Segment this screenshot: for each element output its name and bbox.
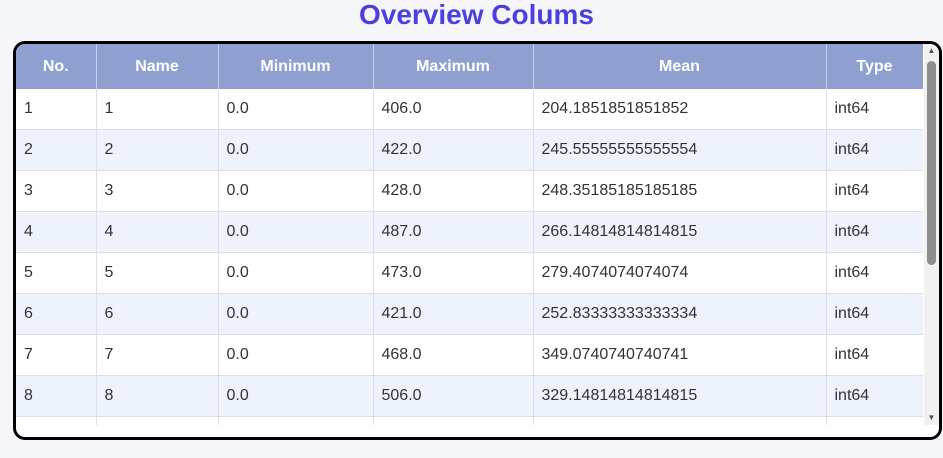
column-header-maximum[interactable]: Maximum (373, 44, 534, 89)
cell-minimum: 0.0 (218, 129, 374, 171)
cell-type: int64 (826, 211, 923, 253)
column-header-name[interactable]: Name (96, 44, 219, 89)
cell-mean: 329.14814814814815 (533, 375, 827, 417)
cell-minimum: 0.0 (218, 334, 374, 376)
cell-maximum: 428.0 (373, 170, 534, 212)
cell-maximum: 473.0 (373, 252, 534, 294)
page-title: Overview Colums (359, 0, 594, 30)
cell-mean: 349.0740740740741 (533, 334, 827, 376)
table-row: 3 3 0.0 428.0 248.35185185185185 int64 (16, 170, 923, 212)
cell-name: 8 (96, 375, 219, 417)
cell-name (96, 416, 219, 425)
cell-name: 5 (96, 252, 219, 294)
table-row: 8 8 0.0 506.0 329.14814814814815 int64 (16, 375, 923, 417)
table-row: 6 6 0.0 421.0 252.83333333333334 int64 (16, 293, 923, 335)
column-header-minimum[interactable]: Minimum (218, 44, 374, 89)
table-row (16, 416, 923, 425)
cell-mean: 248.35185185185185 (533, 170, 827, 212)
cell-no: 2 (16, 129, 97, 171)
cell-mean: 266.14814814814815 (533, 211, 827, 253)
cell-minimum: 0.0 (218, 211, 374, 253)
cell-minimum (218, 416, 374, 425)
column-header-mean[interactable]: Mean (533, 44, 827, 89)
table-row: 4 4 0.0 487.0 266.14814814814815 int64 (16, 211, 923, 253)
cell-no: 8 (16, 375, 97, 417)
cell-no: 4 (16, 211, 97, 253)
cell-maximum: 468.0 (373, 334, 534, 376)
cell-type: int64 (826, 375, 923, 417)
cell-type: int64 (826, 252, 923, 294)
cell-no: 5 (16, 252, 97, 294)
scrollbar-thumb[interactable] (927, 61, 936, 265)
overview-table-container: No. Name Minimum Maximum Mean Type 1 1 0… (13, 41, 942, 440)
chevron-down-icon[interactable]: ▼ (927, 413, 936, 422)
table-row: 7 7 0.0 468.0 349.0740740740741 int64 (16, 334, 923, 376)
cell-name: 7 (96, 334, 219, 376)
cell-minimum: 0.0 (218, 89, 374, 130)
cell-type (826, 416, 923, 425)
cell-maximum: 506.0 (373, 375, 534, 417)
cell-minimum: 0.0 (218, 252, 374, 294)
cell-no: 7 (16, 334, 97, 376)
cell-minimum: 0.0 (218, 293, 374, 335)
cell-mean: 245.55555555555554 (533, 129, 827, 171)
cell-no: 1 (16, 89, 97, 130)
table-row: 5 5 0.0 473.0 279.4074074074074 int64 (16, 252, 923, 294)
overview-columns-table: No. Name Minimum Maximum Mean Type 1 1 0… (16, 44, 923, 425)
cell-maximum: 421.0 (373, 293, 534, 335)
cell-minimum: 0.0 (218, 170, 374, 212)
cell-type: int64 (826, 170, 923, 212)
cell-no: 3 (16, 170, 97, 212)
cell-name: 3 (96, 170, 219, 212)
chevron-up-icon[interactable]: ▲ (927, 46, 936, 55)
cell-mean: 204.1851851851852 (533, 89, 827, 130)
cell-name: 4 (96, 211, 219, 253)
cell-mean: 252.83333333333334 (533, 293, 827, 335)
cell-type: int64 (826, 293, 923, 335)
cell-name: 6 (96, 293, 219, 335)
table-header-row: No. Name Minimum Maximum Mean Type (16, 44, 923, 89)
cell-minimum: 0.0 (218, 375, 374, 417)
cell-mean (533, 416, 827, 425)
cell-maximum: 406.0 (373, 89, 534, 130)
cell-type: int64 (826, 89, 923, 130)
cell-name: 2 (96, 129, 219, 171)
cell-maximum (373, 416, 534, 425)
column-header-type[interactable]: Type (826, 44, 923, 89)
cell-maximum: 422.0 (373, 129, 534, 171)
vertical-scrollbar[interactable]: ▲ ▼ (924, 44, 939, 425)
cell-type: int64 (826, 334, 923, 376)
table-row: 2 2 0.0 422.0 245.55555555555554 int64 (16, 129, 923, 171)
cell-name: 1 (96, 89, 219, 130)
cell-maximum: 487.0 (373, 211, 534, 253)
column-header-no[interactable]: No. (16, 44, 97, 89)
cell-type: int64 (826, 129, 923, 171)
table-viewport: No. Name Minimum Maximum Mean Type 1 1 0… (16, 44, 923, 425)
cell-no: 6 (16, 293, 97, 335)
cell-mean: 279.4074074074074 (533, 252, 827, 294)
table-row: 1 1 0.0 406.0 204.1851851851852 int64 (16, 89, 923, 130)
cell-no (16, 416, 97, 425)
